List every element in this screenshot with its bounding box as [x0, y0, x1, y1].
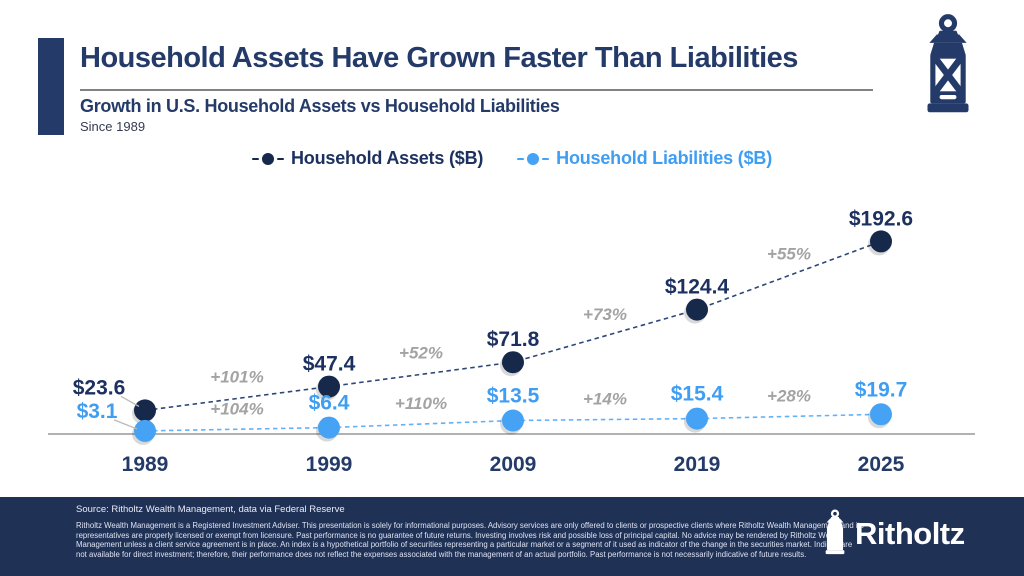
growth-label: +28%	[767, 386, 811, 405]
growth-label: +110%	[395, 394, 447, 413]
liabilities-point-2009	[502, 409, 524, 432]
legend-label-liabilities: Household Liabilities ($B)	[556, 148, 772, 168]
value-label: $124.4	[665, 276, 730, 299]
x-axis-tick-label: 2019	[674, 453, 721, 476]
title-divider	[80, 89, 873, 91]
page-title: Household Assets Have Grown Faster Than …	[80, 42, 798, 74]
line-chart-canvas: +101% +52% +73% +55% $23.6 $47.4 $71.8 $124.4 $1…	[48, 207, 975, 476]
value-label: $3.1	[77, 400, 118, 423]
disclaimer-text: Ritholtz Wealth Management is a Register…	[76, 521, 864, 560]
x-axis-tick-label: 1999	[306, 453, 353, 476]
assets-point-2009	[502, 351, 524, 374]
liabilities-point-2019	[686, 407, 708, 430]
value-label: $19.7	[855, 378, 908, 401]
label-leader-line	[120, 395, 140, 407]
liabilities-point-2025	[870, 403, 892, 426]
liabilities-point-1989	[134, 419, 156, 442]
value-label: $192.6	[849, 207, 913, 230]
liabilities-point-1999	[318, 416, 340, 439]
brand-logo: Ritholtz	[822, 509, 965, 559]
value-label: $13.5	[487, 385, 540, 408]
growth-label: +14%	[583, 390, 627, 409]
assets-line-marker-icon	[252, 152, 284, 165]
legend-item-assets: Household Assets ($B)	[252, 148, 483, 169]
footer: Source: Ritholtz Wealth Management, data…	[0, 497, 1024, 576]
legend-label-assets: Household Assets ($B)	[291, 148, 484, 168]
x-axis-tick-label: 2025	[858, 453, 905, 476]
assets-point-1989	[134, 399, 156, 422]
assets-point-2019	[686, 298, 708, 321]
assets-point-1999	[318, 375, 340, 398]
lantern-logo-icon-small	[824, 509, 846, 556]
value-label: $15.4	[671, 383, 724, 406]
x-axis-tick-label: 1989	[122, 453, 169, 476]
value-label: $47.4	[303, 353, 356, 376]
source-note: Source: Ritholtz Wealth Management, data…	[76, 504, 345, 515]
growth-label: +101%	[210, 368, 263, 387]
legend-item-liabilities: Household Liabilities ($B)	[517, 148, 772, 169]
title-accent-bar	[38, 38, 64, 135]
chart-since-label: Since 1989	[80, 119, 146, 134]
value-label: $71.8	[487, 328, 540, 351]
liabilities-line-marker-icon	[517, 152, 550, 165]
assets-point-2025	[870, 230, 892, 253]
growth-label: +73%	[583, 305, 627, 324]
x-axis-tick-label: 2009	[490, 453, 537, 476]
growth-label: +104%	[210, 399, 263, 418]
brand-name: Ritholtz	[855, 516, 965, 551]
growth-label: +52%	[399, 343, 443, 362]
label-leader-line	[113, 419, 138, 430]
chart-subtitle: Growth in U.S. Household Assets vs House…	[80, 96, 560, 116]
value-label: $23.6	[73, 376, 126, 399]
value-label: $6.4	[309, 392, 350, 415]
chart-legend: Household Assets ($B) Household Liabilit…	[0, 148, 1024, 169]
growth-label: +55%	[767, 245, 811, 264]
